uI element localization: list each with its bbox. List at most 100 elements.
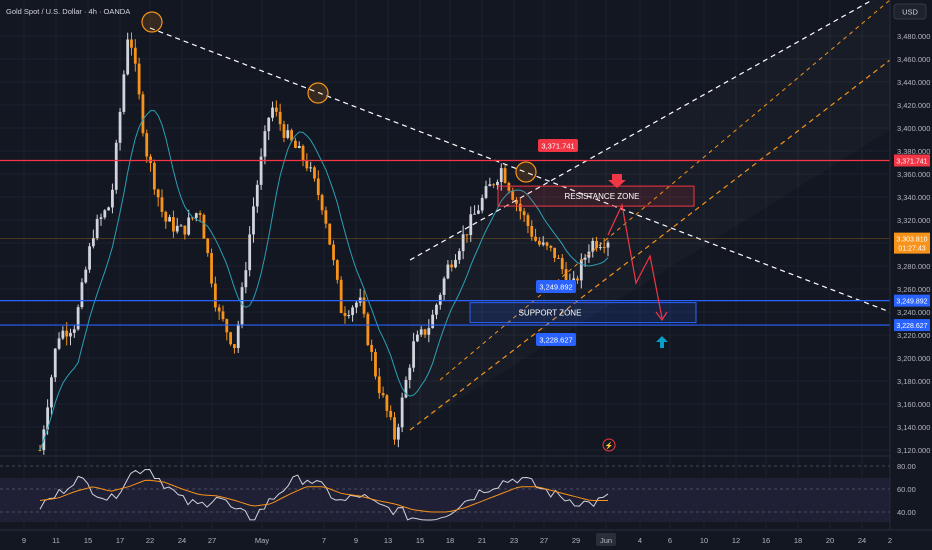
axis-price-label: 3,371.741 <box>896 158 927 165</box>
candle-body <box>488 184 492 187</box>
candle-body <box>244 270 248 288</box>
candle-body <box>347 315 351 317</box>
rsi-tick-label: 60.00 <box>897 485 916 494</box>
resistance-zone-box <box>497 185 695 207</box>
candle-body <box>404 379 408 398</box>
candle-body <box>130 39 133 48</box>
candle-body <box>267 117 271 132</box>
candle-body <box>515 199 518 204</box>
candle-body <box>374 352 377 377</box>
candle-body <box>133 47 137 64</box>
time-tick-label: 29 <box>572 536 580 545</box>
candle-body <box>297 145 301 149</box>
time-tick-label: 4 <box>638 536 642 545</box>
candle-body <box>263 131 267 157</box>
axis-price-label: 3,228.627 <box>896 323 927 330</box>
support-zone-label: SUPPORT ZONE <box>519 309 582 318</box>
candle-body <box>511 190 515 200</box>
time-tick-label: 23 <box>510 536 518 545</box>
candle-body <box>61 330 65 339</box>
support-bottom-price-tag-bg <box>536 333 576 346</box>
candle-body <box>553 247 557 258</box>
resistance-price-tag-bg <box>538 139 578 152</box>
candle-body <box>522 211 526 216</box>
candle-body <box>442 278 446 295</box>
candle-body <box>290 130 293 141</box>
currency-label: USD <box>902 8 918 17</box>
candle-body <box>103 210 107 218</box>
candle-body <box>160 197 164 212</box>
candle-body <box>396 427 400 440</box>
rsi-tick-label: 40.00 <box>897 508 916 517</box>
candle-body <box>339 279 343 313</box>
candle-body <box>65 330 69 337</box>
candle-body <box>530 225 534 237</box>
channel-mid-line <box>439 0 891 381</box>
price-tick-label: 3,120.000 <box>897 446 930 455</box>
price-tick-label: 3,420.000 <box>897 101 930 110</box>
channel-lower-line <box>409 59 891 431</box>
time-tick-label: 9 <box>22 536 26 545</box>
time-tick-label: May <box>255 536 269 545</box>
candle-body <box>507 182 511 191</box>
rsi-line <box>39 468 609 521</box>
time-tick-label: 6 <box>668 536 672 545</box>
time-tick-label: 12 <box>732 536 740 545</box>
time-tick-label: 27 <box>540 536 548 545</box>
candle-body <box>126 39 130 75</box>
candle-body <box>438 294 442 305</box>
axis-price-label: 3,249.892 <box>896 299 927 306</box>
candle-body <box>95 218 99 239</box>
candle-body <box>252 206 255 235</box>
price-tick-label: 3,340.000 <box>897 193 930 202</box>
candle-body <box>335 260 339 280</box>
candle-body <box>435 304 438 315</box>
price-tick-label: 3,380.000 <box>897 147 930 156</box>
candle-body <box>57 338 61 349</box>
time-tick-label: 27 <box>208 536 216 545</box>
candle-body <box>366 313 370 345</box>
candle-body <box>38 450 42 451</box>
candle-body <box>152 162 156 190</box>
candle-body <box>480 197 484 211</box>
candle-body <box>217 307 221 312</box>
candle-body <box>492 184 496 186</box>
candle-body <box>141 94 145 134</box>
peak-marker-circle <box>307 82 329 104</box>
lightning-glyph: ⚡ <box>605 441 614 450</box>
candle-body <box>476 210 480 214</box>
axis-price-badge <box>894 241 930 254</box>
candle-body <box>99 217 103 219</box>
time-tick-label: 7 <box>322 536 326 545</box>
price-tick-label: 3,360.000 <box>897 170 930 179</box>
candle-body <box>145 133 149 157</box>
candle-body <box>541 242 545 245</box>
candle-body <box>469 214 473 236</box>
candle-body <box>370 344 374 353</box>
price-tick-label: 3,400.000 <box>897 124 930 133</box>
channel-upper-line <box>409 0 874 261</box>
price-tick-label: 3,320.000 <box>897 216 930 225</box>
price-tick-label: 3,260.000 <box>897 285 930 294</box>
rsi-tick-label: 80.00 <box>897 462 916 471</box>
candle-body <box>84 269 88 283</box>
candle-body <box>137 63 141 95</box>
candle-body <box>328 223 332 245</box>
lightning-icon[interactable] <box>602 438 616 452</box>
candle-body <box>213 283 217 308</box>
candle-body <box>156 189 160 198</box>
chart-title: Gold Spot / U.S. Dollar · 4h · OANDA <box>6 7 130 16</box>
price-axis <box>890 0 932 550</box>
candle-body <box>72 329 76 333</box>
price-tick-label: 3,440.000 <box>897 78 930 87</box>
candle-body <box>408 367 412 380</box>
candle-body <box>446 264 450 279</box>
candle-body <box>259 156 263 185</box>
candle-body <box>286 130 290 138</box>
currency-button[interactable] <box>893 3 927 20</box>
candle-body <box>423 329 427 335</box>
candle-body <box>76 307 80 330</box>
candle-body <box>278 111 282 125</box>
